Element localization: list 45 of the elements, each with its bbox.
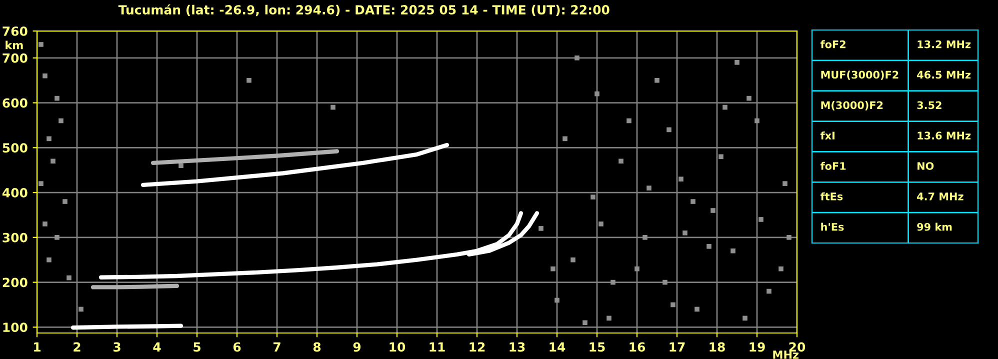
x-tick-label: 12 [470, 342, 485, 352]
x-tick-label: 19 [750, 342, 765, 352]
chart-title: Tucumán (lat: -26.9, lon: 294.6) - DATE: 2025 05 14 - TIME (UT): 22:00 [118, 4, 610, 16]
text: 99 km [917, 222, 952, 231]
text: foF1 [820, 162, 846, 170]
y-tick-label: 200 [2, 278, 28, 288]
x-tick-label: 17 [670, 342, 685, 352]
text: ftEs [820, 192, 843, 200]
text: foF2 [820, 40, 846, 48]
y-tick-label: 700 [2, 53, 28, 63]
y-tick-label: 100 [3, 322, 28, 332]
text: 4.7 MHz [917, 192, 964, 200]
x-tick-label: 9 [353, 342, 361, 352]
y-tick-label: 600 [2, 98, 28, 108]
y-tick-label: 400 [2, 188, 28, 198]
x-tick-label: 4 [153, 342, 161, 352]
x-tick-label: 8 [313, 342, 321, 352]
x-tick-label: 11 [430, 342, 445, 352]
text: 13.6 MHz [918, 132, 971, 140]
x-tick-label: 5 [194, 342, 200, 352]
text: MUF(3000)F2 [821, 70, 898, 80]
x-tick-label: 15 [590, 342, 605, 352]
text: 46.5 MHz [917, 70, 971, 79]
x-tick-label: 2 [74, 342, 80, 352]
y-axis-title: km [6, 40, 23, 50]
x-tick-label: 18 [710, 342, 725, 352]
x-tick-label: 13 [510, 342, 525, 352]
text: NO [918, 162, 934, 170]
text: 3.52 [917, 101, 942, 110]
x-tick-label: 3 [113, 342, 120, 352]
x-tick-label: 10 [390, 342, 406, 352]
x-tick-label: 1 [34, 342, 40, 352]
y-tick-label: 300 [2, 232, 28, 242]
x-tick-label: 20 [789, 342, 806, 352]
text: M(3000)F2 [821, 101, 883, 110]
x-axis-title: MHz [773, 350, 798, 359]
x-tick-label: 7 [273, 342, 280, 352]
text: h'Es [821, 222, 844, 231]
y-tick-label: 760 [2, 26, 28, 36]
x-tick-label: 16 [630, 342, 646, 352]
x-tick-label: 6 [233, 342, 241, 352]
y-tick-label: 500 [2, 143, 28, 153]
text: 13.2 MHz [918, 40, 971, 48]
text: fxI [820, 131, 834, 140]
x-tick-label: 14 [550, 342, 566, 352]
